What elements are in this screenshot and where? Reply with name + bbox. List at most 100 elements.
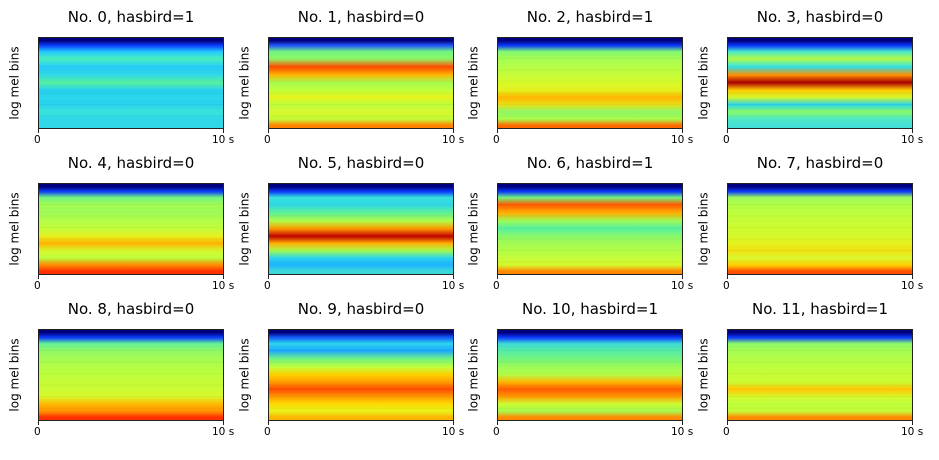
spectrogram-image <box>38 329 224 421</box>
x-tick-label-end: 10 s <box>212 134 235 146</box>
x-tick-label-start: 0 <box>493 426 500 438</box>
panel-title: No. 1, hasbird=0 <box>297 8 425 26</box>
spectrogram-image <box>727 329 913 421</box>
spectrogram-image <box>268 37 454 129</box>
spectrogram-panel: No. 3, hasbird=0 log mel bins 0 10 s <box>689 0 923 150</box>
x-tick-start <box>497 420 498 425</box>
x-tick-start <box>38 274 39 279</box>
y-axis-label-text: log mel bins <box>8 46 23 120</box>
x-tick-label-end: 10 s <box>671 280 694 292</box>
panel-title: No. 0, hasbird=1 <box>67 8 195 26</box>
spectrogram-image <box>268 329 454 421</box>
x-tick-label-start: 0 <box>34 426 41 438</box>
y-axis-label-text: log mel bins <box>8 338 23 412</box>
y-axis-label: log mel bins <box>5 37 25 129</box>
x-tick-label-start: 0 <box>493 134 500 146</box>
y-axis-label-text: log mel bins <box>8 192 23 266</box>
spectrogram-panel: No. 2, hasbird=1 log mel bins 0 10 s <box>459 0 693 150</box>
spectrogram-image <box>497 329 683 421</box>
x-tick-start <box>38 420 39 425</box>
x-tick-end <box>912 274 913 279</box>
x-tick-label-start: 0 <box>34 280 41 292</box>
panel-title: No. 2, hasbird=1 <box>526 8 654 26</box>
panel-title: No. 4, hasbird=0 <box>67 154 195 172</box>
x-tick-label-start: 0 <box>723 134 730 146</box>
x-tick-label-end: 10 s <box>901 134 924 146</box>
y-axis-label-text: log mel bins <box>697 46 712 120</box>
spectrogram-image <box>727 183 913 275</box>
spectrogram-panel: No. 6, hasbird=1 log mel bins 0 10 s <box>459 146 693 296</box>
panel-title: No. 7, hasbird=0 <box>756 154 884 172</box>
y-axis-label-text: log mel bins <box>238 192 253 266</box>
spectrogram-panel: No. 8, hasbird=0 log mel bins 0 10 s <box>0 292 234 442</box>
x-tick-label-end: 10 s <box>442 426 465 438</box>
spectrogram-panel: No. 10, hasbird=1 log mel bins 0 10 s <box>459 292 693 442</box>
x-tick-label-end: 10 s <box>671 134 694 146</box>
x-tick-end <box>682 420 683 425</box>
spectrogram-panel: No. 9, hasbird=0 log mel bins 0 10 s <box>230 292 464 442</box>
x-tick-end <box>682 128 683 133</box>
x-tick-label-end: 10 s <box>212 280 235 292</box>
x-tick-start <box>727 420 728 425</box>
spectrogram-panel: No. 4, hasbird=0 log mel bins 0 10 s <box>0 146 234 296</box>
y-axis-label: log mel bins <box>464 329 484 421</box>
x-tick-end <box>912 420 913 425</box>
x-tick-end <box>453 128 454 133</box>
x-tick-label-end: 10 s <box>442 134 465 146</box>
x-tick-start <box>268 274 269 279</box>
x-tick-label-start: 0 <box>264 426 271 438</box>
panel-title: No. 9, hasbird=0 <box>297 300 425 318</box>
x-tick-label-end: 10 s <box>671 426 694 438</box>
y-axis-label-text: log mel bins <box>238 46 253 120</box>
x-tick-end <box>453 420 454 425</box>
spectrogram-image <box>268 183 454 275</box>
x-tick-label-start: 0 <box>723 280 730 292</box>
x-tick-start <box>497 128 498 133</box>
y-axis-label: log mel bins <box>694 183 714 275</box>
x-tick-start <box>727 128 728 133</box>
y-axis-label-text: log mel bins <box>697 338 712 412</box>
spectrogram-panel: No. 11, hasbird=1 log mel bins 0 10 s <box>689 292 923 442</box>
spectrogram-panel: No. 5, hasbird=0 log mel bins 0 10 s <box>230 146 464 296</box>
x-tick-start <box>497 274 498 279</box>
panel-title: No. 11, hasbird=1 <box>751 300 889 318</box>
spectrogram-panel: No. 0, hasbird=1 log mel bins 0 10 s <box>0 0 234 150</box>
spectrogram-image <box>727 37 913 129</box>
spectrogram-image <box>38 37 224 129</box>
x-tick-label-end: 10 s <box>901 426 924 438</box>
panel-title: No. 3, hasbird=0 <box>756 8 884 26</box>
x-tick-label-end: 10 s <box>212 426 235 438</box>
x-tick-start <box>268 420 269 425</box>
x-tick-label-end: 10 s <box>442 280 465 292</box>
y-axis-label: log mel bins <box>5 329 25 421</box>
x-tick-label-start: 0 <box>264 134 271 146</box>
panel-title: No. 6, hasbird=1 <box>526 154 654 172</box>
spectrogram-panel: No. 1, hasbird=0 log mel bins 0 10 s <box>230 0 464 150</box>
y-axis-label: log mel bins <box>694 329 714 421</box>
x-tick-end <box>223 274 224 279</box>
y-axis-label: log mel bins <box>464 183 484 275</box>
x-tick-end <box>223 128 224 133</box>
spectrogram-image <box>497 37 683 129</box>
y-axis-label-text: log mel bins <box>467 46 482 120</box>
y-axis-label-text: log mel bins <box>238 338 253 412</box>
y-axis-label: log mel bins <box>464 37 484 129</box>
x-tick-end <box>912 128 913 133</box>
x-tick-start <box>727 274 728 279</box>
x-tick-label-start: 0 <box>493 280 500 292</box>
y-axis-label-text: log mel bins <box>467 338 482 412</box>
spectrogram-image <box>497 183 683 275</box>
spectrogram-panel: No. 7, hasbird=0 log mel bins 0 10 s <box>689 146 923 296</box>
x-tick-end <box>223 420 224 425</box>
y-axis-label-text: log mel bins <box>697 192 712 266</box>
x-tick-label-start: 0 <box>264 280 271 292</box>
panel-title: No. 5, hasbird=0 <box>297 154 425 172</box>
spectrogram-image <box>38 183 224 275</box>
y-axis-label: log mel bins <box>235 37 255 129</box>
x-tick-start <box>38 128 39 133</box>
y-axis-label-text: log mel bins <box>467 192 482 266</box>
x-tick-label-start: 0 <box>34 134 41 146</box>
x-tick-label-start: 0 <box>723 426 730 438</box>
panel-title: No. 8, hasbird=0 <box>67 300 195 318</box>
panel-title: No. 10, hasbird=1 <box>521 300 659 318</box>
